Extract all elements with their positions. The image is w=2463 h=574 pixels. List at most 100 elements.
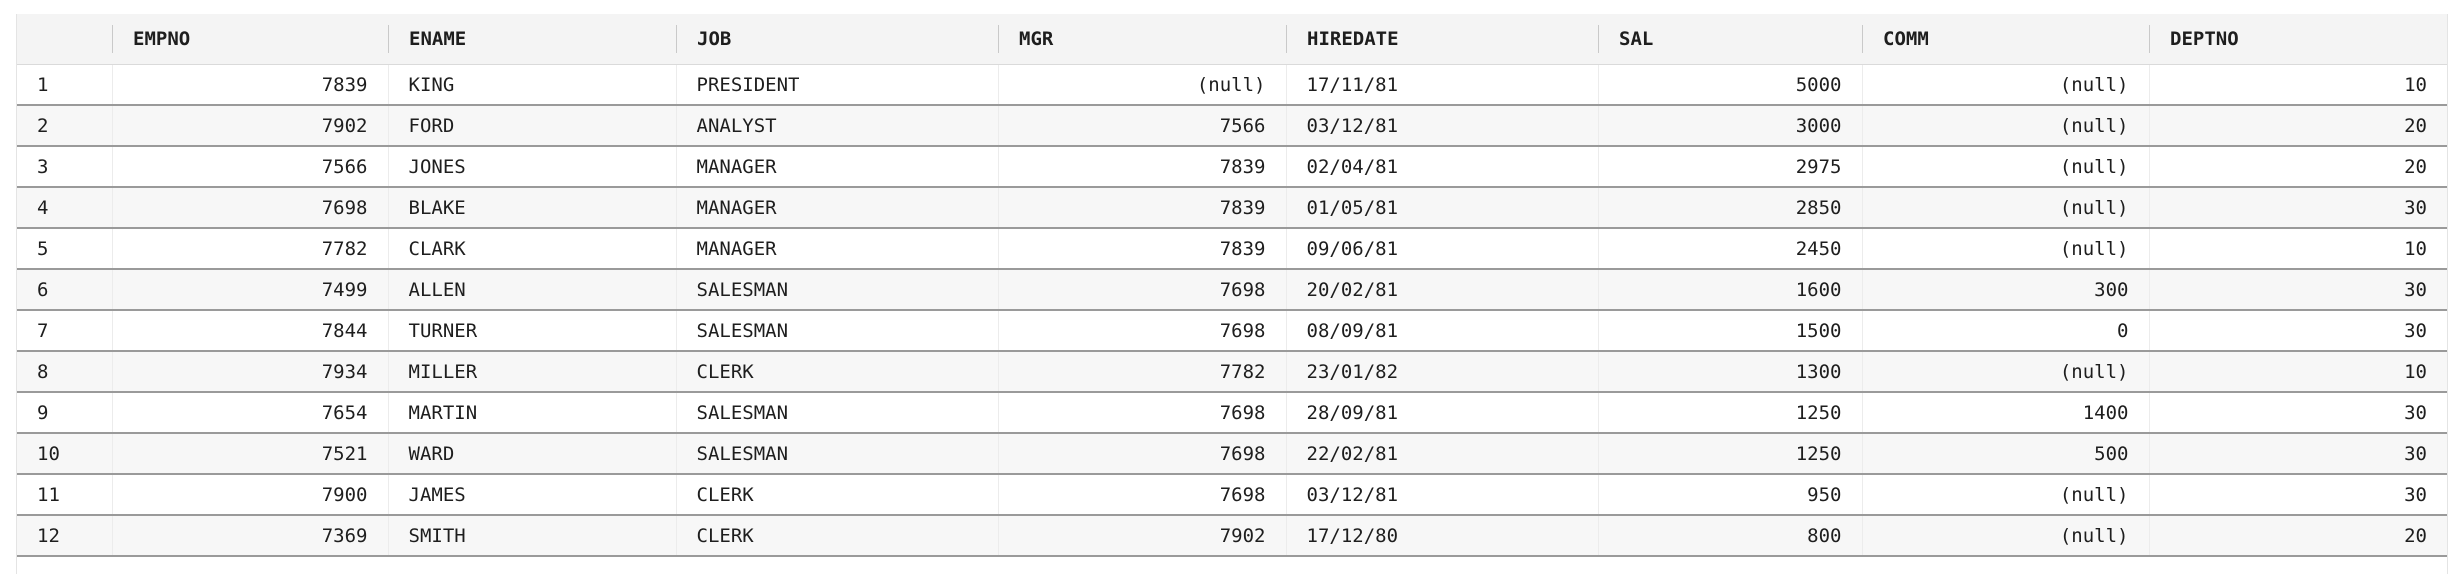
empno-cell[interactable]: 7900 xyxy=(111,474,388,516)
mgr-cell[interactable]: 7839 xyxy=(997,228,1286,270)
deptno-cell[interactable]: 10 xyxy=(2148,228,2447,270)
empno-cell[interactable]: 7698 xyxy=(111,187,388,229)
column-header-rownum[interactable] xyxy=(17,14,112,65)
hiredate-cell[interactable]: 17/12/80 xyxy=(1285,515,1598,557)
job-cell[interactable]: MANAGER xyxy=(675,146,998,188)
mgr-cell[interactable]: 7902 xyxy=(997,515,1286,557)
comm-cell[interactable]: (null) xyxy=(1861,146,2149,188)
sal-cell[interactable]: 1250 xyxy=(1597,392,1862,434)
comm-cell[interactable]: 0 xyxy=(1861,310,2149,352)
deptno-cell[interactable]: 20 xyxy=(2148,515,2447,557)
sal-cell[interactable]: 1500 xyxy=(1597,310,1862,352)
comm-cell[interactable]: 1400 xyxy=(1861,392,2149,434)
ename-cell[interactable]: JONES xyxy=(387,146,676,188)
ename-cell[interactable]: CLARK xyxy=(387,228,676,270)
empno-cell[interactable]: 7844 xyxy=(111,310,388,352)
mgr-cell[interactable]: 7698 xyxy=(997,392,1286,434)
job-cell[interactable]: SALESMAN xyxy=(675,269,998,311)
deptno-cell[interactable]: 30 xyxy=(2148,310,2447,352)
hiredate-cell[interactable]: 01/05/81 xyxy=(1285,187,1598,229)
job-cell[interactable]: CLERK xyxy=(675,515,998,557)
hiredate-cell[interactable]: 03/12/81 xyxy=(1285,474,1598,516)
sal-cell[interactable]: 1250 xyxy=(1597,433,1862,475)
table-row[interactable]: 2 7902 FORD ANALYST 7566 03/12/81 3000 (… xyxy=(17,105,2447,147)
comm-cell[interactable]: (null) xyxy=(1861,474,2149,516)
deptno-cell[interactable]: 30 xyxy=(2148,433,2447,475)
sal-cell[interactable]: 1300 xyxy=(1597,351,1862,393)
sal-cell[interactable]: 800 xyxy=(1597,515,1862,557)
mgr-cell[interactable]: 7698 xyxy=(997,433,1286,475)
row-number-cell[interactable]: 10 xyxy=(17,433,112,475)
column-header-deptno[interactable]: DEPTNO xyxy=(2149,14,2447,65)
mgr-cell[interactable]: 7782 xyxy=(997,351,1286,393)
comm-cell[interactable]: (null) xyxy=(1861,351,2149,393)
deptno-cell[interactable]: 30 xyxy=(2148,474,2447,516)
hiredate-cell[interactable]: 03/12/81 xyxy=(1285,105,1598,147)
sal-cell[interactable]: 950 xyxy=(1597,474,1862,516)
deptno-cell[interactable]: 30 xyxy=(2148,392,2447,434)
job-cell[interactable]: MANAGER xyxy=(675,187,998,229)
sal-cell[interactable]: 1600 xyxy=(1597,269,1862,311)
sal-cell[interactable]: 5000 xyxy=(1597,64,1862,106)
sal-cell[interactable]: 2850 xyxy=(1597,187,1862,229)
hiredate-cell[interactable]: 22/02/81 xyxy=(1285,433,1598,475)
ename-cell[interactable]: FORD xyxy=(387,105,676,147)
job-cell[interactable]: SALESMAN xyxy=(675,310,998,352)
job-cell[interactable]: ANALYST xyxy=(675,105,998,147)
comm-cell[interactable]: (null) xyxy=(1861,187,2149,229)
table-row[interactable]: 1 7839 KING PRESIDENT (null) 17/11/81 50… xyxy=(17,64,2447,106)
comm-cell[interactable]: (null) xyxy=(1861,105,2149,147)
table-row[interactable]: 7 7844 TURNER SALESMAN 7698 08/09/81 150… xyxy=(17,310,2447,352)
hiredate-cell[interactable]: 28/09/81 xyxy=(1285,392,1598,434)
deptno-cell[interactable]: 30 xyxy=(2148,269,2447,311)
row-number-cell[interactable]: 2 xyxy=(17,105,112,147)
column-header-sal[interactable]: SAL xyxy=(1598,14,1862,65)
ename-cell[interactable]: MILLER xyxy=(387,351,676,393)
hiredate-cell[interactable]: 17/11/81 xyxy=(1285,64,1598,106)
hiredate-cell[interactable]: 20/02/81 xyxy=(1285,269,1598,311)
table-row[interactable]: 11 7900 JAMES CLERK 7698 03/12/81 950 (n… xyxy=(17,474,2447,516)
empno-cell[interactable]: 7521 xyxy=(111,433,388,475)
mgr-cell[interactable]: 7698 xyxy=(997,269,1286,311)
job-cell[interactable]: SALESMAN xyxy=(675,433,998,475)
table-row[interactable]: 8 7934 MILLER CLERK 7782 23/01/82 1300 (… xyxy=(17,351,2447,393)
ename-cell[interactable]: MARTIN xyxy=(387,392,676,434)
ename-cell[interactable]: ALLEN xyxy=(387,269,676,311)
empno-cell[interactable]: 7566 xyxy=(111,146,388,188)
row-number-cell[interactable]: 5 xyxy=(17,228,112,270)
column-header-empno[interactable]: EMPNO xyxy=(112,14,388,65)
hiredate-cell[interactable]: 08/09/81 xyxy=(1285,310,1598,352)
deptno-cell[interactable]: 10 xyxy=(2148,351,2447,393)
row-number-cell[interactable]: 4 xyxy=(17,187,112,229)
column-header-ename[interactable]: ENAME xyxy=(388,14,676,65)
row-number-cell[interactable]: 7 xyxy=(17,310,112,352)
ename-cell[interactable]: BLAKE xyxy=(387,187,676,229)
mgr-cell[interactable]: 7566 xyxy=(997,105,1286,147)
sal-cell[interactable]: 3000 xyxy=(1597,105,1862,147)
empno-cell[interactable]: 7499 xyxy=(111,269,388,311)
table-row[interactable]: 3 7566 JONES MANAGER 7839 02/04/81 2975 … xyxy=(17,146,2447,188)
ename-cell[interactable]: TURNER xyxy=(387,310,676,352)
column-header-hiredate[interactable]: HIREDATE xyxy=(1286,14,1598,65)
row-number-cell[interactable]: 11 xyxy=(17,474,112,516)
table-row[interactable]: 4 7698 BLAKE MANAGER 7839 01/05/81 2850 … xyxy=(17,187,2447,229)
deptno-cell[interactable]: 20 xyxy=(2148,105,2447,147)
hiredate-cell[interactable]: 09/06/81 xyxy=(1285,228,1598,270)
deptno-cell[interactable]: 10 xyxy=(2148,64,2447,106)
ename-cell[interactable]: SMITH xyxy=(387,515,676,557)
deptno-cell[interactable]: 30 xyxy=(2148,187,2447,229)
job-cell[interactable]: CLERK xyxy=(675,474,998,516)
mgr-cell[interactable]: 7698 xyxy=(997,474,1286,516)
empno-cell[interactable]: 7654 xyxy=(111,392,388,434)
row-number-cell[interactable]: 3 xyxy=(17,146,112,188)
hiredate-cell[interactable]: 23/01/82 xyxy=(1285,351,1598,393)
job-cell[interactable]: CLERK xyxy=(675,351,998,393)
comm-cell[interactable]: (null) xyxy=(1861,64,2149,106)
column-header-job[interactable]: JOB xyxy=(676,14,998,65)
deptno-cell[interactable]: 20 xyxy=(2148,146,2447,188)
row-number-cell[interactable]: 6 xyxy=(17,269,112,311)
empno-cell[interactable]: 7934 xyxy=(111,351,388,393)
mgr-cell[interactable]: 7839 xyxy=(997,146,1286,188)
table-row[interactable]: 12 7369 SMITH CLERK 7902 17/12/80 800 (n… xyxy=(17,515,2447,557)
empno-cell[interactable]: 7369 xyxy=(111,515,388,557)
